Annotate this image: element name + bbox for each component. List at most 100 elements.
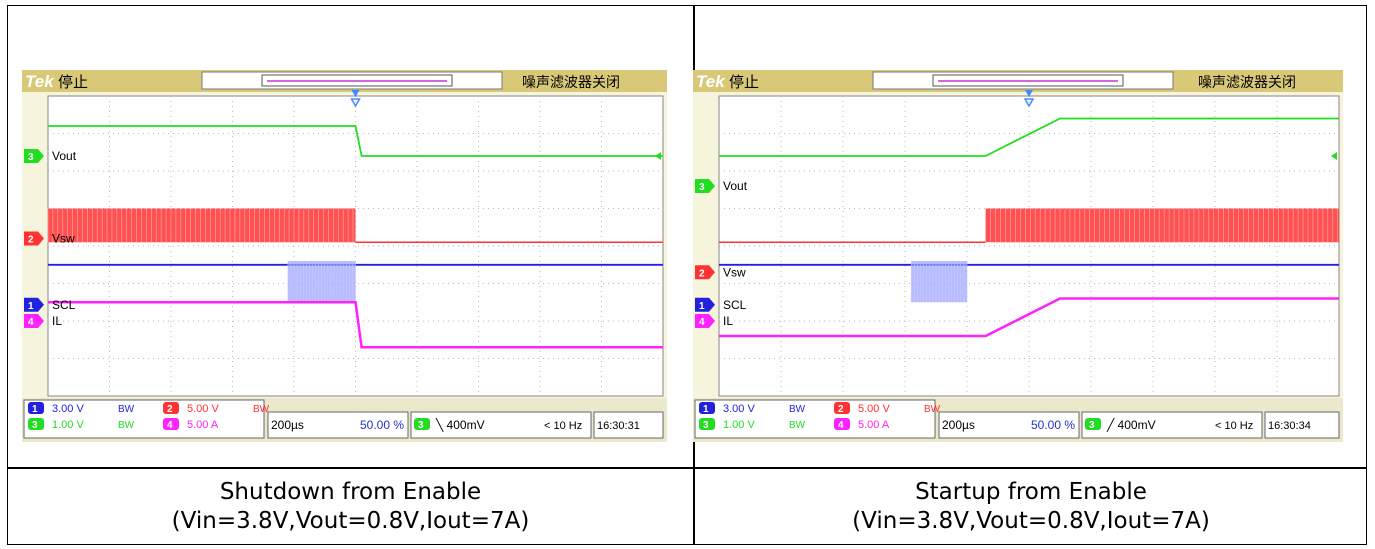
- channel-marker-1: 1 SCL: [695, 297, 747, 312]
- scale-channel-badge: [699, 402, 715, 414]
- channel-label-il: IL: [723, 314, 733, 328]
- trigger-box: [1081, 411, 1263, 439]
- scale-value: 1.00 V: [723, 419, 755, 431]
- trigger-channel-number: 3: [1089, 420, 1095, 431]
- scope-shutdown: Tek 停止 噪声滤波器关闭 3 Vout 2 Vsw 1 SCL 4 IL 1 3.00 V BW 2 5.…: [22, 70, 667, 446]
- channel-marker-icon: [695, 314, 715, 328]
- frequency-label: < 10 Hz: [544, 420, 582, 432]
- trace-scl: [48, 261, 663, 303]
- channel-marker-3: 3 Vout: [695, 179, 748, 193]
- channel-marker-number: 1: [699, 301, 705, 312]
- frequency-label: < 10 Hz: [1215, 420, 1253, 432]
- channel-marker-3: 3 Vout: [24, 149, 77, 163]
- scale-box: [694, 399, 936, 439]
- trace-vout: [48, 125, 663, 157]
- caption-left-line1: Shutdown from Enable: [219, 479, 482, 505]
- channel-marker-icon: [24, 297, 44, 312]
- caption-left: Shutdown from Enable (Vin=3.8V,Vout=0.8V…: [8, 469, 693, 545]
- noise-filter-label: 噪声滤波器关闭: [522, 74, 620, 90]
- scale-channel-number: 2: [167, 404, 173, 415]
- bandwidth-label: BW: [789, 420, 806, 431]
- scope-screen-shutdown: Tek 停止 噪声滤波器关闭 3 Vout 2 Vsw 1 SCL 4 IL 1 3.00 V BW 2 5.…: [22, 70, 667, 442]
- channel-marker-number: 2: [699, 268, 705, 279]
- trigger-level-icon: [1331, 152, 1337, 160]
- caption-left-line2: (Vin=3.8V,Vout=0.8V,Iout=7A): [171, 508, 530, 534]
- scale-value: 3.00 V: [52, 403, 84, 415]
- clock-label: 16:30:34: [1268, 420, 1311, 432]
- scale-channel-badge: [834, 402, 850, 414]
- caption-right: Startup from Enable (Vin=3.8V,Vout=0.8V,…: [695, 469, 1367, 545]
- trace-line-vout: [48, 125, 663, 157]
- position-label: 50.00 %: [1031, 418, 1075, 432]
- channel-label-vsw: Vsw: [723, 265, 746, 279]
- scale-value: 5.00 V: [858, 403, 890, 415]
- channel-marker-1: 1 SCL: [24, 297, 76, 312]
- scale-channel-badge: [28, 402, 44, 414]
- channel-marker-4: 4 IL: [695, 314, 733, 328]
- trigger-channel-number: 3: [418, 420, 424, 431]
- channel-marker-2: 2 Vsw: [695, 265, 746, 280]
- bandwidth-label: BW: [118, 420, 135, 431]
- trace-vout: [719, 117, 1339, 157]
- channel-label-scl: SCL: [52, 298, 76, 312]
- channel-marker-number: 1: [28, 301, 34, 312]
- scale-box: [23, 399, 265, 439]
- scale-channel-badge: [163, 402, 179, 414]
- channel-marker-number: 4: [28, 317, 34, 328]
- record-window-view: [261, 74, 453, 87]
- position-label: 50.00 %: [360, 418, 404, 432]
- bandwidth-label: BW: [118, 404, 135, 415]
- trigger-position-icon: [1025, 90, 1033, 97]
- scope-startup: Tek 停止 噪声滤波器关闭 3 Vout 2 Vsw 1 SCL 4 IL 1 3.00 V BW 2 5.…: [693, 70, 1343, 446]
- scope-screen-startup: Tek 停止 噪声滤波器关闭 3 Vout 2 Vsw 1 SCL 4 IL 1 3.00 V BW 2 5.…: [693, 70, 1343, 442]
- time-box: [1264, 411, 1340, 439]
- channel-label-vout: Vout: [52, 149, 77, 163]
- record-window-view: [932, 74, 1124, 87]
- trigger-marker-icon: [1023, 98, 1035, 108]
- figure-table: Shutdown from Enable (Vin=3.8V,Vout=0.8V…: [7, 5, 1367, 545]
- scale-channel-badge: [699, 418, 715, 430]
- channel-marker-icon: [695, 179, 715, 193]
- channel-label-vout: Vout: [723, 179, 748, 193]
- trigger-level-icon: [655, 152, 661, 160]
- scale-value: 5.00 V: [187, 403, 219, 415]
- trigger-marker-icon: [350, 98, 361, 108]
- timebase-box: [267, 411, 409, 439]
- timebase-label: 200µs: [271, 418, 304, 432]
- scale-value: 1.00 V: [52, 419, 84, 431]
- timebase-label: 200µs: [942, 418, 975, 432]
- channel-label-scl: SCL: [723, 298, 747, 312]
- trace-vsw: [47, 208, 663, 243]
- trigger-channel-badge: [414, 418, 430, 430]
- scale-value: 3.00 V: [723, 403, 755, 415]
- channel-marker-number: 4: [699, 317, 705, 328]
- caption-right-line1: Startup from Enable: [915, 479, 1147, 505]
- vsw-switching-band: [48, 208, 356, 243]
- channel-label-vsw: Vsw: [52, 232, 75, 246]
- scale-channel-number: 4: [167, 420, 173, 431]
- scale-channel-number: 3: [703, 420, 709, 431]
- scale-channel-number: 1: [703, 404, 709, 415]
- trace-line-il: [48, 301, 663, 349]
- scale-channel-number: 4: [838, 420, 844, 431]
- trace-il: [719, 297, 1339, 338]
- trace-vsw: [719, 208, 1339, 243]
- trace-scl: [719, 261, 1339, 303]
- channel-marker-icon: [24, 314, 44, 328]
- channel-marker-2: 2 Vsw: [24, 231, 75, 246]
- noise-filter-label: 噪声滤波器关闭: [1198, 74, 1296, 90]
- bandwidth-label: BW: [253, 404, 270, 415]
- channel-label-il: IL: [52, 314, 62, 328]
- scale-value: 5.00 A: [858, 419, 890, 431]
- trigger-position-icon: [351, 90, 360, 97]
- trace-line-vout: [719, 117, 1339, 157]
- channel-marker-number: 3: [28, 152, 34, 163]
- channel-marker-icon: [24, 231, 44, 246]
- channel-marker-4: 4 IL: [24, 314, 62, 328]
- acq-state-label: 停止: [58, 74, 88, 91]
- clock-label: 16:30:31: [597, 420, 640, 432]
- trigger-level-label: ╲ 400mV: [435, 417, 485, 432]
- scale-channel-badge: [28, 418, 44, 430]
- channel-marker-icon: [695, 297, 715, 312]
- time-box: [593, 411, 664, 439]
